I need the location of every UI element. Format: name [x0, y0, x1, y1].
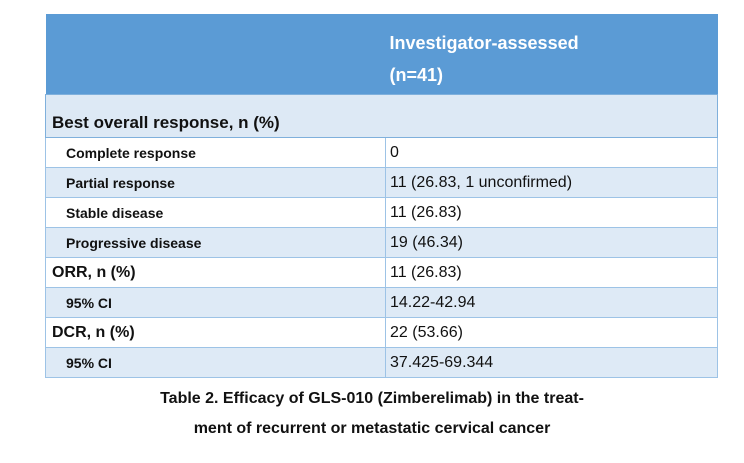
section-title: Best overall response, n (%) [45, 94, 386, 138]
row-label: Progressive disease [45, 227, 386, 258]
caption-line-1: Table 2. Efficacy of GLS-010 (Zimberelim… [160, 390, 584, 407]
table-row: 95% CI 37.425-69.344 [45, 347, 718, 378]
row-label: 95% CI [45, 287, 386, 318]
row-label: 95% CI [45, 347, 386, 378]
row-value: 19 (46.34) [385, 227, 718, 258]
table-row: Complete response 0 [45, 137, 718, 168]
caption-line-2: ment of recurrent or metastatic cervical… [193, 420, 551, 437]
row-value: 22 (53.66) [385, 317, 718, 348]
efficacy-table-container: Investigator-assessed (n=41) Best overal… [45, 14, 718, 378]
section-row: Best overall response, n (%) [45, 94, 718, 138]
row-label: DCR, n (%) [45, 317, 386, 348]
table-row: DCR, n (%) 22 (53.66) [45, 317, 718, 348]
header-row-1: Investigator-assessed [45, 14, 718, 56]
table-row: Partial response 11 (26.83, 1 unconfirme… [45, 167, 718, 198]
table-caption: Table 2. Efficacy of GLS-010 (Zimberelim… [0, 384, 744, 444]
row-value: 37.425-69.344 [385, 347, 718, 378]
header-row-2: (n=41) [45, 56, 718, 95]
table-row: ORR, n (%) 11 (26.83) [45, 257, 718, 288]
header-sample-size: (n=41) [385, 56, 718, 95]
row-label: Partial response [45, 167, 386, 198]
header-empty-cell [45, 14, 386, 56]
efficacy-table: Investigator-assessed (n=41) Best overal… [45, 14, 718, 378]
header-empty-cell [45, 56, 386, 95]
section-empty-cell [385, 94, 718, 138]
row-value: 11 (26.83, 1 unconfirmed) [385, 167, 718, 198]
header-investigator-assessed: Investigator-assessed [385, 14, 718, 56]
row-value: 11 (26.83) [385, 197, 718, 228]
table-row: Stable disease 11 (26.83) [45, 197, 718, 228]
table-row: 95% CI 14.22-42.94 [45, 287, 718, 318]
table-row: Progressive disease 19 (46.34) [45, 227, 718, 258]
row-label: Complete response [45, 137, 386, 168]
row-label: Stable disease [45, 197, 386, 228]
row-value: 0 [385, 137, 718, 168]
row-label: ORR, n (%) [45, 257, 386, 288]
row-value: 14.22-42.94 [385, 287, 718, 318]
row-value: 11 (26.83) [385, 257, 718, 288]
